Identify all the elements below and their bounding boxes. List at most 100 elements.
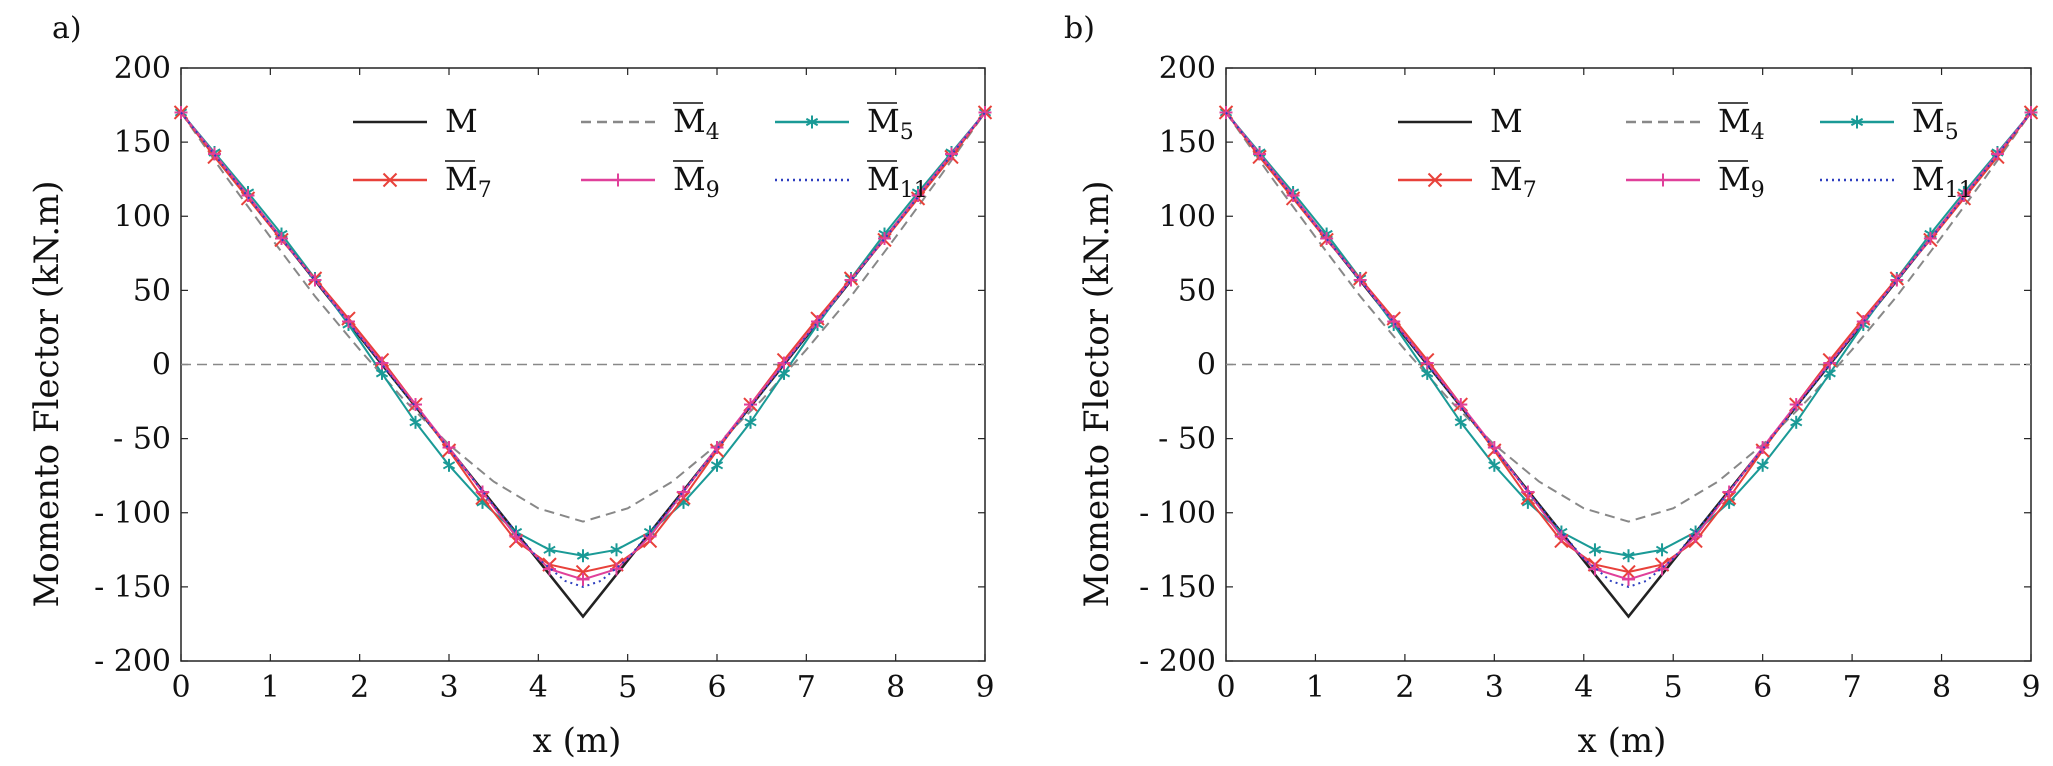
y-tick-label: 50 — [133, 273, 171, 308]
x-tick-label: 8 — [1932, 670, 1951, 705]
series-marker-4 — [945, 147, 958, 161]
x-tick-label: 7 — [1843, 670, 1862, 705]
y-tick-label: - 50 — [1158, 422, 1216, 457]
legend-label: M — [445, 102, 478, 140]
series-marker-2 — [1488, 458, 1501, 472]
series-marker-4 — [442, 441, 456, 455]
series-marker-4 — [1387, 315, 1401, 329]
series-marker-4 — [677, 485, 690, 499]
legend-item: M11 — [775, 160, 928, 203]
series-marker-4 — [1521, 485, 1535, 499]
series-marker-4 — [174, 105, 188, 119]
legend-label: M11 — [1912, 160, 1973, 203]
series-marker-4 — [978, 105, 992, 119]
legend-label: M7 — [445, 160, 492, 203]
x-tick-label: 3 — [1485, 670, 1504, 705]
y-tick-label: 200 — [114, 51, 171, 86]
series-line-5 — [180, 111, 986, 588]
series-marker-4 — [844, 273, 858, 287]
series-marker-4 — [811, 315, 824, 329]
series-marker-4 — [543, 562, 556, 576]
series-marker-2 — [576, 549, 590, 563]
y-tick-label: - 200 — [94, 644, 171, 679]
legend-item: M — [353, 102, 478, 140]
series-marker-4 — [1622, 572, 1635, 586]
series-marker-2 — [1622, 549, 1635, 563]
panel-label: a) — [52, 11, 82, 46]
legend: M M4 M5 M7 M9 M11 — [1398, 102, 1973, 203]
x-tick-label: 8 — [886, 670, 905, 705]
legend-label: M — [1490, 102, 1523, 140]
legend-label: M11 — [867, 160, 928, 203]
x-tick-label: 4 — [1574, 670, 1593, 705]
legend-item: M5 — [775, 102, 914, 145]
legend-label: M9 — [1718, 160, 1765, 203]
series-marker-4 — [1990, 147, 2004, 161]
series-marker-4 — [1957, 188, 1971, 202]
series-marker-4 — [275, 231, 288, 245]
series-marker-4 — [576, 572, 590, 586]
legend-item: M7 — [353, 160, 492, 203]
x-axis-label: x (m) — [533, 721, 622, 761]
y-tick-label: - 150 — [1139, 570, 1216, 605]
panel-label: b) — [1064, 11, 1095, 46]
series-marker-4 — [744, 398, 757, 412]
y-tick-label: - 100 — [94, 496, 171, 531]
series-marker-4 — [476, 485, 489, 499]
series-marker-3 — [575, 564, 591, 580]
series-marker-4 — [1722, 485, 1736, 499]
series-marker-4 — [777, 356, 791, 370]
series-marker-4 — [1789, 398, 1803, 412]
legend-label: M4 — [1718, 102, 1765, 145]
legend-marker — [1427, 172, 1443, 188]
legend-item: M11 — [1820, 160, 1973, 203]
legend-item: M5 — [1820, 102, 1959, 145]
legend-label: M5 — [1912, 102, 1959, 145]
series-marker-2 — [744, 415, 757, 429]
chart-panel-a: a) Momento Flector (kN.m) x (m) 20015010… — [27, 11, 995, 761]
series-marker-2 — [1655, 543, 1669, 557]
series-marker-4 — [610, 562, 623, 576]
legend-marker — [805, 115, 819, 129]
x-tick-label: 7 — [797, 670, 816, 705]
series-marker-4 — [1823, 356, 1837, 370]
series-marker-4 — [1219, 105, 1233, 119]
legend: M M4 M5 M7 M9 M11 — [353, 102, 928, 203]
x-tick-label: 2 — [350, 670, 369, 705]
x-tick-label: 1 — [1306, 670, 1325, 705]
series-marker-4 — [375, 356, 389, 370]
series-marker-4 — [2024, 105, 2038, 119]
series-marker-4 — [342, 315, 355, 329]
legend-marker — [611, 173, 625, 187]
legend-item: M7 — [1398, 160, 1537, 203]
series-marker-2 — [543, 543, 556, 557]
y-tick-label: 0 — [1197, 348, 1216, 383]
series-marker-4 — [1454, 398, 1468, 412]
legend-item: M4 — [1626, 102, 1765, 145]
series-marker-4 — [208, 147, 221, 161]
series-marker-4 — [1856, 315, 1870, 329]
legend-label: M9 — [673, 160, 720, 203]
legend-item: M — [1398, 102, 1523, 140]
legend-label: M4 — [673, 102, 720, 145]
y-axis-label: Momento Flector (kN.m) — [1077, 180, 1117, 607]
y-tick-label: - 150 — [94, 570, 171, 605]
y-tick-label: 150 — [114, 125, 171, 160]
x-tick-label: 9 — [2021, 670, 2040, 705]
legend-label: M7 — [1490, 160, 1537, 203]
x-tick-label: 6 — [1753, 670, 1772, 705]
series-marker-2 — [409, 415, 422, 429]
series-marker-4 — [308, 273, 322, 287]
x-tick-label: 0 — [171, 670, 190, 705]
series-marker-4 — [1588, 562, 1602, 576]
x-tick-label: 0 — [1216, 670, 1235, 705]
series-line-3 — [1225, 111, 2032, 574]
series-marker-2 — [710, 458, 724, 472]
y-tick-label: - 50 — [113, 422, 171, 457]
series-line-5 — [1225, 111, 2032, 588]
series-marker-2 — [1790, 415, 1803, 429]
series-line-1 — [180, 111, 986, 523]
y-tick-label: 100 — [114, 199, 171, 234]
x-tick-label: 5 — [618, 670, 637, 705]
